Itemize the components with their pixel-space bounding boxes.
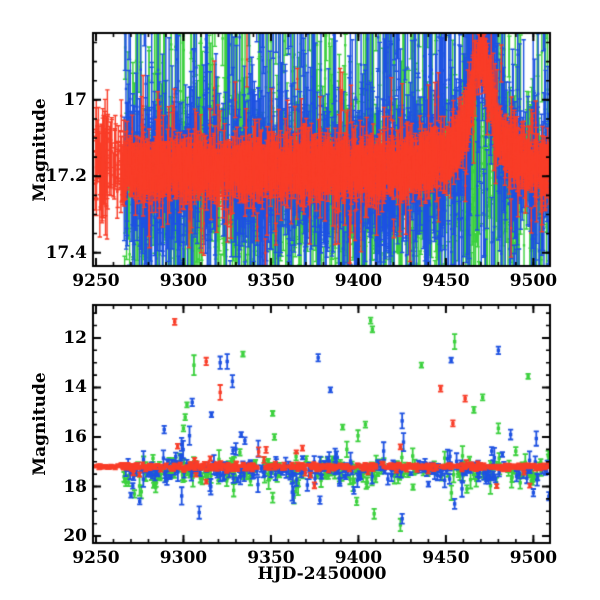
light-curve-figure: Magnitude Magnitude HJD-2450000 9250 9300… xyxy=(0,0,600,600)
light-curve-plot-canvas xyxy=(0,0,600,600)
